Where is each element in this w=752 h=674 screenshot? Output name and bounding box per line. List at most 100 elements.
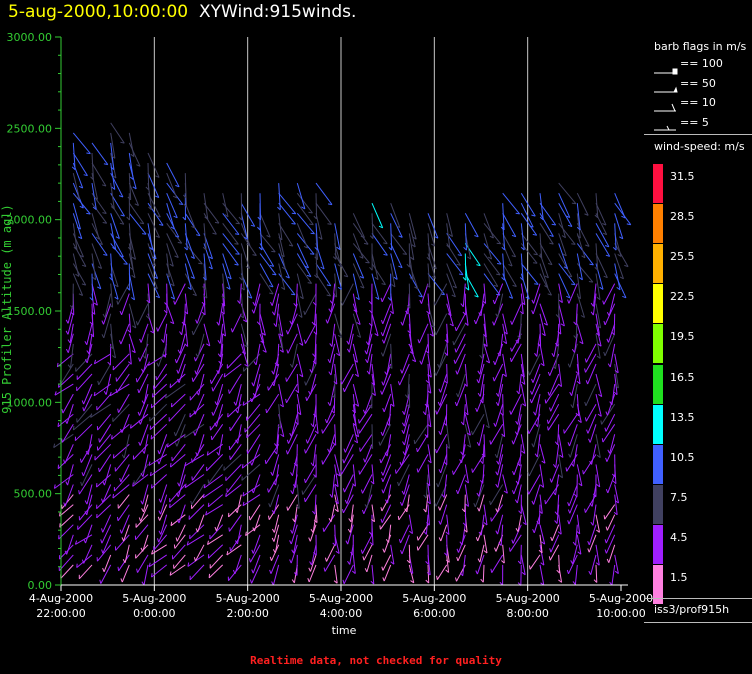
wind-barb bbox=[611, 384, 616, 405]
wind-barb bbox=[366, 333, 373, 355]
wind-barb-tick bbox=[483, 334, 487, 338]
wind-barb-tick bbox=[250, 397, 253, 403]
wind-barb-tick bbox=[230, 328, 233, 333]
wind-barb bbox=[194, 414, 205, 436]
wind-barb bbox=[502, 394, 504, 416]
wind-barb-tick bbox=[268, 515, 270, 520]
wind-barb bbox=[502, 474, 508, 494]
wind-barb bbox=[66, 404, 74, 424]
wind-barb bbox=[94, 443, 112, 461]
wind-barb-tick bbox=[190, 276, 195, 280]
wind-barb-tick bbox=[116, 300, 119, 305]
wind-barb-tick bbox=[438, 537, 442, 542]
wind-barb-tick bbox=[429, 333, 434, 337]
wind-barb bbox=[304, 293, 317, 315]
wind-barb-tick bbox=[529, 565, 531, 570]
wind-barb bbox=[557, 323, 560, 347]
wind-barb bbox=[539, 263, 549, 288]
wind-barb-tick bbox=[426, 284, 431, 288]
wind-barb bbox=[363, 544, 373, 561]
wind-barb bbox=[304, 484, 317, 503]
wind-barb bbox=[386, 353, 392, 376]
wind-barb-tick bbox=[271, 250, 276, 253]
wind-barb bbox=[520, 233, 538, 256]
wind-barb bbox=[194, 393, 205, 415]
wind-barb-tick bbox=[173, 432, 177, 437]
wind-barb-tick bbox=[380, 471, 384, 476]
wind-barb bbox=[482, 444, 485, 464]
wind-barb bbox=[418, 323, 429, 344]
wind-barb-tick bbox=[293, 572, 298, 576]
wind-barb bbox=[67, 333, 74, 353]
wind-barb-tick bbox=[86, 152, 91, 155]
wind-barb-tick bbox=[271, 370, 275, 375]
wind-barb bbox=[520, 363, 526, 385]
wind-barb-tick bbox=[103, 390, 107, 395]
wind-barb bbox=[178, 363, 186, 383]
wind-barb bbox=[457, 474, 466, 494]
wind-barb-tick bbox=[229, 455, 231, 460]
wind-barb-tick bbox=[342, 459, 345, 464]
wind-barb-tick bbox=[101, 549, 104, 554]
wind-barb-tick bbox=[206, 451, 209, 456]
wind-barb-tick bbox=[480, 460, 484, 465]
wind-barb bbox=[240, 293, 244, 319]
wind-barb bbox=[176, 424, 186, 447]
wind-barb-tick bbox=[209, 379, 212, 384]
wind-barb bbox=[62, 393, 74, 414]
wind-barb-tick bbox=[119, 340, 122, 345]
wind-barb-tick bbox=[312, 353, 316, 358]
wind-barb-tick bbox=[578, 276, 583, 281]
wind-barb bbox=[82, 454, 93, 477]
wind-barb bbox=[606, 514, 616, 531]
wind-barb-tick bbox=[204, 216, 209, 220]
wind-barb bbox=[427, 213, 439, 239]
wind-barb-tick bbox=[342, 488, 345, 493]
wind-barb bbox=[346, 484, 354, 504]
wind-barb-tick bbox=[434, 330, 437, 336]
wind-barb-tick bbox=[503, 490, 508, 494]
wind-barb bbox=[334, 333, 341, 356]
wind-barb-tick bbox=[597, 325, 601, 329]
wind-barb-tick bbox=[142, 233, 147, 235]
wind-barb bbox=[327, 303, 336, 324]
wind-barb-tick bbox=[362, 409, 366, 414]
wind-barb-tick bbox=[430, 324, 435, 328]
wind-barb bbox=[274, 293, 280, 316]
wind-barb bbox=[352, 313, 362, 338]
wind-barb bbox=[102, 534, 112, 554]
wind-barb bbox=[296, 394, 302, 415]
wind-barb bbox=[166, 162, 180, 188]
wind-barb bbox=[184, 223, 188, 251]
wind-barb-tick bbox=[531, 214, 536, 217]
wind-barb bbox=[158, 434, 168, 455]
wind-barb bbox=[576, 243, 594, 266]
wind-barb-tick bbox=[81, 283, 86, 286]
wind-barb bbox=[276, 434, 280, 455]
wind-barb bbox=[169, 484, 186, 503]
wind-barb bbox=[539, 303, 548, 326]
wind-barb-tick bbox=[79, 254, 84, 258]
wind-barb-tick bbox=[381, 381, 384, 386]
wind-barb bbox=[315, 223, 319, 251]
wind-barb bbox=[296, 263, 313, 284]
wind-barb bbox=[436, 434, 448, 454]
wind-barb bbox=[585, 353, 597, 373]
wind-barb bbox=[497, 384, 504, 406]
wind-barb-tick bbox=[396, 225, 401, 229]
wind-barb bbox=[520, 283, 526, 305]
wind-barb-tick bbox=[252, 392, 256, 397]
wind-barb-tick bbox=[518, 510, 522, 515]
wind-barb-tick bbox=[537, 343, 541, 347]
wind-barb bbox=[502, 203, 505, 231]
wind-barb-tick bbox=[390, 561, 395, 565]
wind-barb bbox=[135, 514, 149, 528]
wind-barb bbox=[211, 424, 224, 441]
wind-barb bbox=[585, 403, 597, 422]
wind-barb bbox=[315, 193, 318, 220]
wind-barb-tick bbox=[101, 334, 105, 339]
wind-barb bbox=[220, 343, 224, 365]
wind-barb bbox=[197, 514, 205, 533]
wind-barb bbox=[270, 554, 280, 574]
wind-barb-tick bbox=[476, 492, 480, 497]
